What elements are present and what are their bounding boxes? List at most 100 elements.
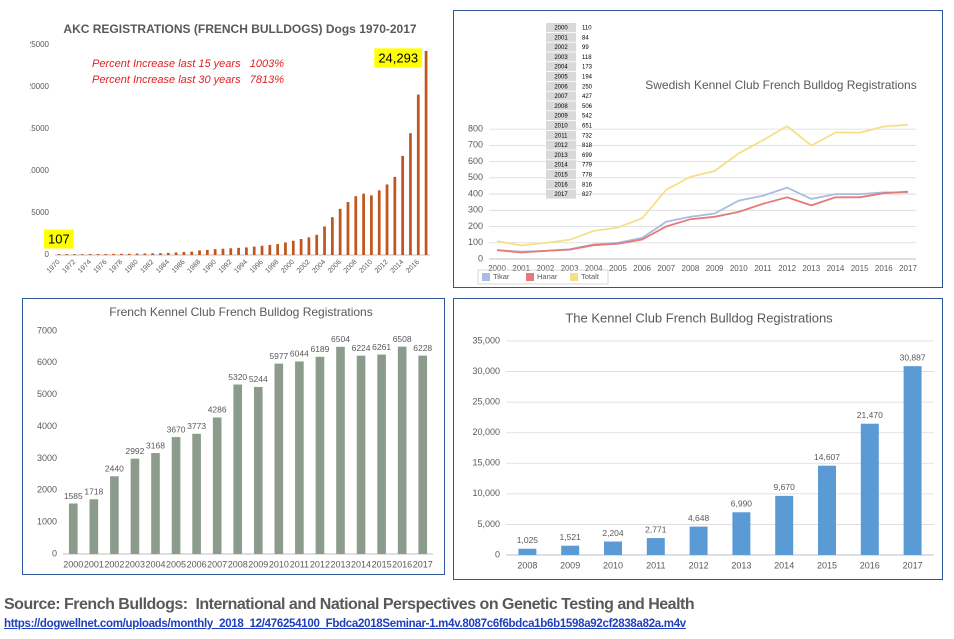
y-tick-label: 700 [468, 140, 483, 150]
x-tick-label: 2015 [372, 559, 392, 569]
data-label: 1585 [64, 491, 83, 501]
x-tick-label: 2014 [827, 264, 845, 273]
y-tick-label: 5,000 [477, 519, 500, 529]
bar [130, 458, 140, 554]
data-label: 107 [48, 232, 70, 247]
data-label: 3168 [146, 440, 165, 450]
x-tick-label: 2012 [374, 259, 390, 275]
table-total: 250 [582, 84, 593, 90]
y-tick-label: 30,000 [472, 366, 500, 376]
x-tick-label: 2007 [207, 559, 227, 569]
y-tick-label: 0 [478, 253, 483, 263]
table-total: 84 [582, 35, 589, 41]
x-tick-label: 2014 [389, 259, 405, 275]
chart-title: The Kennel Club French Bulldog Registrat… [565, 310, 833, 325]
table-cell [546, 170, 576, 179]
table-cell [546, 130, 576, 140]
x-tick-label: 1978 [108, 259, 124, 275]
data-label: 2,771 [645, 524, 667, 534]
x-tick-label: 2013 [330, 559, 350, 569]
x-tick-label: 2012 [689, 560, 709, 570]
data-label: 6508 [393, 334, 412, 344]
bar [253, 386, 263, 554]
bar [775, 495, 794, 555]
x-tick-label: 2009 [706, 264, 724, 273]
bar [135, 253, 139, 255]
bar [171, 437, 181, 554]
bar [229, 248, 233, 255]
table-year: 2013 [554, 153, 568, 159]
x-tick-label: 1984 [155, 259, 171, 275]
chart: The Kennel Club French Bulldog Registrat… [472, 310, 934, 570]
table-year: 2015 [554, 172, 568, 178]
y-tick-label: 7000 [37, 325, 57, 335]
table-cell [546, 101, 576, 111]
label-highlight [44, 229, 74, 249]
bar [354, 196, 358, 255]
table-cell [546, 81, 576, 91]
y-tick-label: 0 [52, 548, 57, 558]
bar [252, 246, 256, 255]
y-tick-label: 3000 [37, 453, 57, 463]
x-tick-label: 2012 [310, 559, 330, 569]
bar [57, 254, 61, 255]
x-tick-label: 2008 [682, 264, 700, 273]
x-tick-label: 2015 [817, 560, 837, 570]
x-tick-label: 1976 [93, 259, 109, 275]
legend-swatch [526, 273, 534, 281]
x-tick-label: 2016 [860, 560, 880, 570]
bar [409, 133, 412, 255]
bar [385, 184, 389, 255]
table-year: 2014 [554, 163, 568, 169]
bar [151, 253, 155, 255]
y-tick-label: 25000 [30, 40, 50, 49]
data-label: 2440 [105, 464, 124, 474]
table-year: 2004 [554, 65, 568, 71]
y-tick-label: 300 [468, 205, 483, 215]
table-total: 506 [582, 104, 593, 110]
x-tick-label: 2005 [609, 264, 627, 273]
x-tick-label: 2017 [899, 264, 917, 273]
bar [213, 249, 217, 255]
x-tick-label: 2011 [646, 560, 665, 570]
table-year: 2008 [554, 104, 568, 110]
x-tick-label: 1980 [124, 259, 140, 275]
table-cell [546, 140, 576, 150]
y-tick-label: 6000 [37, 357, 57, 367]
data-label: 6044 [290, 349, 309, 359]
data-label: 5977 [269, 351, 288, 361]
bar [518, 548, 537, 555]
bar [315, 234, 319, 255]
x-tick-label: 1988 [186, 259, 202, 275]
x-tick-label: 2002 [536, 264, 554, 273]
bar [205, 249, 209, 255]
table-total: 542 [582, 114, 593, 120]
bar [307, 237, 311, 255]
x-tick-label: 2002 [104, 559, 124, 569]
table-year: 2016 [554, 182, 568, 188]
y-tick-label: 5000 [37, 389, 57, 399]
table-cell [546, 62, 576, 72]
data-label: 6224 [352, 343, 371, 353]
x-tick-label: 1986 [171, 259, 187, 275]
data-label: 4,648 [688, 513, 710, 523]
data-label: 1,025 [517, 535, 539, 545]
bar [689, 526, 708, 555]
x-tick-label: 1998 [264, 259, 280, 275]
legend-swatch [482, 273, 490, 281]
bar [291, 240, 295, 255]
y-tick-label: 20000 [30, 82, 50, 91]
y-tick-label: 4000 [37, 421, 57, 431]
x-tick-label: 2010 [358, 259, 374, 275]
bar [80, 254, 84, 255]
x-tick-label: 2001 [512, 264, 530, 273]
x-tick-label: 2017 [413, 559, 433, 569]
bar [903, 366, 922, 555]
table-total: 99 [582, 45, 589, 51]
x-tick-label: 1982 [139, 259, 155, 275]
table-cell [546, 23, 576, 32]
source-link[interactable]: https://dogwellnet.com/uploads/monthly_2… [4, 618, 686, 630]
y-tick-label: 100 [468, 237, 483, 247]
bar [166, 252, 170, 255]
x-tick-label: 2016 [405, 259, 421, 275]
